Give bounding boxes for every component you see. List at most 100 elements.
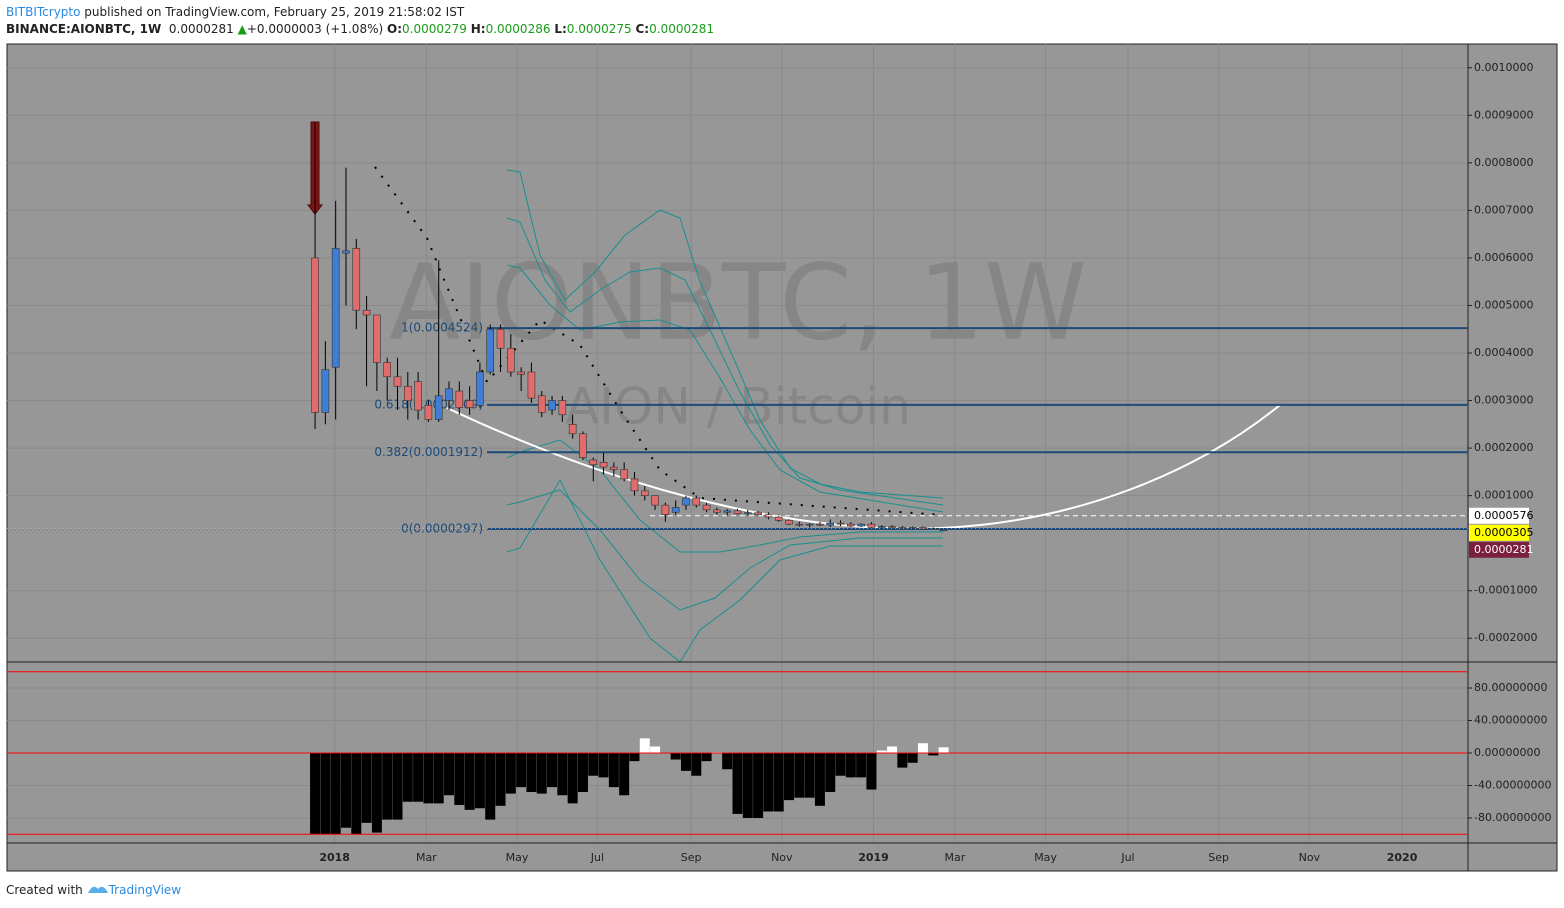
candle-body — [785, 520, 793, 525]
candle-body — [651, 495, 659, 506]
histogram-bar — [330, 753, 341, 835]
fib-label: 0(0.0000297) — [401, 522, 483, 536]
histogram-bar — [732, 753, 743, 814]
histogram-bar — [814, 753, 825, 806]
histogram-bar — [320, 753, 331, 835]
candle-body — [692, 497, 701, 506]
y-tick-label: 0.0007000 — [1474, 203, 1534, 216]
candle-body — [527, 371, 536, 399]
y-tick-label: 0.0001000 — [1474, 489, 1534, 502]
x-tick-label: Sep — [1208, 851, 1229, 864]
y-tick-label: -0.0002000 — [1474, 631, 1537, 644]
candle-body — [393, 376, 402, 387]
candle-body — [579, 433, 587, 458]
x-tick-label: 2019 — [858, 851, 889, 864]
histogram-bar — [402, 753, 413, 802]
candle-body — [908, 527, 917, 529]
candle-body — [507, 347, 515, 373]
x-tick-label: 2020 — [1387, 851, 1418, 864]
histogram-bar — [650, 746, 661, 753]
histogram-bar — [784, 753, 795, 801]
histogram-bar — [742, 753, 753, 818]
watermark: AIONBTC, 1W — [389, 241, 1087, 363]
candle-body — [342, 250, 350, 254]
candle-body — [744, 512, 752, 515]
created: Created with — [6, 883, 83, 897]
footer: Created with TradingView — [6, 882, 181, 897]
histogram-bar — [907, 753, 918, 763]
brand[interactable]: TradingView — [108, 883, 182, 897]
symbol: BINANCE:AIONBTC, 1W — [6, 22, 162, 36]
author[interactable]: BITBITcrypto — [6, 5, 81, 19]
logo — [87, 886, 108, 893]
candle-body — [445, 388, 453, 401]
candle-body — [877, 526, 886, 528]
candle-body — [733, 510, 742, 514]
histogram-bar — [505, 753, 516, 794]
candle-body — [331, 248, 340, 368]
x-tick-label: Jul — [590, 851, 604, 864]
candle-body — [424, 404, 433, 420]
histogram-bar — [536, 753, 547, 794]
candle-body — [702, 504, 711, 511]
y-tick-label: 0.0010000 — [1474, 61, 1534, 74]
last: 0.0000281 — [168, 22, 234, 36]
close: 0.0000281 — [649, 22, 715, 36]
y-tick-label: 0.0008000 — [1474, 156, 1534, 169]
o: O: — [387, 22, 402, 36]
candle-body — [774, 516, 783, 521]
header: BITBITcrypto published on TradingView.co… — [6, 4, 714, 38]
candle-body — [661, 504, 670, 515]
candle-body — [434, 395, 443, 420]
candle-body — [805, 523, 814, 526]
price-marker-label: 0.0000281 — [1474, 543, 1534, 556]
x-tick-label: Sep — [681, 851, 702, 864]
histogram-bar — [495, 753, 506, 806]
y-tick-label: 80.00000000 — [1474, 681, 1547, 694]
grid — [7, 44, 1468, 843]
candle-body — [682, 497, 690, 506]
candle-body — [414, 381, 422, 411]
candle-body — [476, 371, 484, 406]
candle-body — [537, 395, 546, 413]
histogram-bar — [619, 753, 630, 796]
candle-body — [888, 526, 896, 528]
candle-body — [867, 523, 876, 528]
histogram-bar — [433, 753, 444, 804]
x-tick-label: Jul — [1120, 851, 1134, 864]
watermark-sub: AION / Bitcoin — [565, 378, 911, 436]
y-tick-label: -0.0001000 — [1474, 584, 1537, 597]
header-line: BINANCE:AIONBTC, 1W 0.0000281 ▲+0.000000… — [6, 21, 714, 38]
candle-body — [816, 523, 824, 526]
histogram-bar — [845, 753, 856, 778]
histogram-bar — [804, 753, 815, 798]
histogram-bar — [701, 753, 712, 762]
candle-body — [383, 362, 391, 378]
histogram-bar — [371, 753, 382, 833]
histogram-bar — [464, 753, 475, 810]
y-tick-label: 0.0002000 — [1474, 441, 1534, 454]
price-marker-bg — [1469, 524, 1529, 541]
histogram-bar — [876, 750, 887, 753]
y-tick-label: -40.00000000 — [1474, 778, 1551, 791]
parabolic-sar — [374, 166, 944, 516]
x-tick-label: Nov — [1299, 851, 1321, 864]
histogram-bar — [691, 753, 702, 776]
histogram-bar — [887, 746, 898, 753]
histogram-bar — [577, 753, 588, 792]
fib-label: 1(0.0004524) — [401, 321, 483, 335]
candle-body — [362, 309, 371, 316]
candle-body — [754, 512, 762, 515]
fib-label: 0.382(0.0001912) — [374, 445, 483, 459]
histogram-bar — [917, 743, 928, 753]
candle-body — [455, 390, 464, 408]
histogram-bar — [629, 753, 640, 762]
histogram-bar — [382, 753, 393, 820]
histogram-bar — [485, 753, 496, 820]
candle-body — [589, 459, 598, 466]
histogram-bar — [413, 753, 424, 802]
x-tick-label: 2018 — [319, 851, 350, 864]
histogram-bar — [588, 753, 599, 776]
